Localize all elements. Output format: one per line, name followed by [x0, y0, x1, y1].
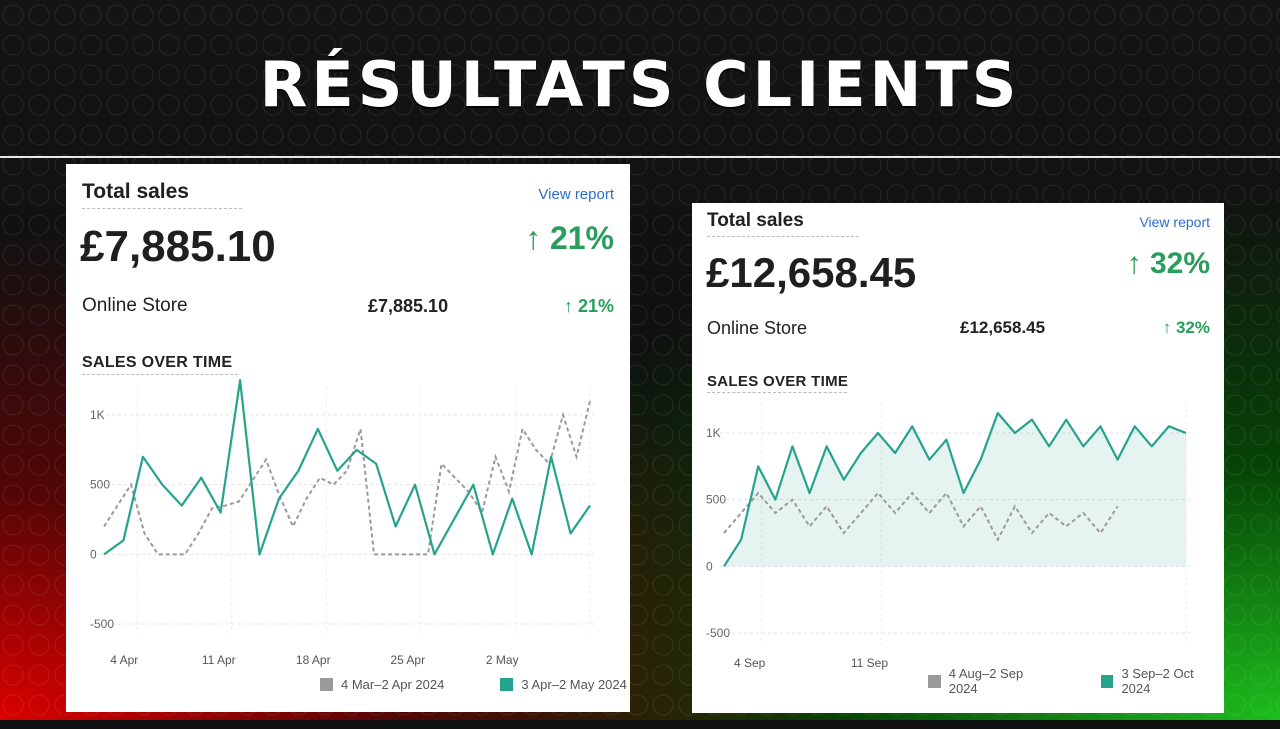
x-tick-label: 2 May [486, 653, 519, 667]
x-tick-label: 18 Apr [296, 653, 331, 667]
legend-swatch-current [500, 678, 514, 691]
channel-change: ↑ 32% [1162, 318, 1210, 337]
sales-card-1: Total sales View report £7,885.10 ↑ 21% … [66, 164, 630, 712]
channel-value: £12,658.45 [960, 318, 1046, 337]
card-title: Total sales [82, 180, 189, 203]
legend-swatch-previous [928, 674, 941, 688]
x-tick-label: 25 Apr [390, 653, 425, 667]
legend-previous-label: 4 Aug–2 Sep 2024 [948, 666, 1024, 696]
title-underline [82, 208, 242, 209]
sales-card-2: Total sales View report £12,658.45 ↑ 32%… [692, 203, 1224, 713]
x-tick-label: 4 Sep [734, 656, 766, 670]
current-series-line [723, 411, 1187, 567]
legend-swatch-current [1100, 674, 1114, 688]
total-sales-amount: £7,885.10 [80, 222, 276, 271]
legend-current-label: 3 Apr–2 May 2024 [521, 677, 627, 692]
total-change-badge: ↑ 32% [1126, 247, 1210, 280]
y-tick-label: 0 [706, 559, 713, 573]
legend-previous-label: 4 Mar–2 Apr 2024 [341, 677, 445, 692]
channel-change: ↑ 21% [563, 296, 614, 316]
x-tick-label: 11 Sep [851, 656, 888, 670]
sales-over-time-chart: 1K 500 0 -500 4 Sep 11 Sep [706, 403, 1190, 670]
total-change-badge: ↑ 21% [525, 220, 614, 256]
section-underline [707, 392, 847, 393]
chart-legend: 4 Aug–2 Sep 2024 3 Sep–2 Oct 2024 [928, 666, 1224, 696]
channel-value: £7,885.10 [368, 296, 449, 316]
view-report-link[interactable]: View report [1139, 214, 1210, 230]
x-tick-label: 11 Apr [202, 653, 236, 667]
title-underline [707, 236, 859, 237]
section-title: SALES OVER TIME [707, 373, 849, 390]
previous-series-line [723, 491, 1119, 542]
page-title: RÉSULTATS CLIENTS [259, 48, 1021, 121]
x-tick-label: 4 Apr [110, 653, 138, 667]
section-title: SALES OVER TIME [82, 354, 233, 371]
channel-label: Online Store [707, 318, 808, 338]
y-tick-label: 1K [90, 408, 105, 422]
channel-label: Online Store [82, 295, 188, 316]
y-tick-label: 1K [706, 426, 721, 440]
sales-over-time-chart: 1K 500 0 -500 4 Apr 11 Apr 18 Apr 25 Apr 2 May [90, 379, 594, 667]
total-sales-amount: £12,658.45 [706, 249, 917, 296]
legend-swatch-previous [320, 678, 333, 691]
y-tick-label: -500 [706, 626, 730, 640]
current-series-area [724, 413, 1186, 567]
card-title: Total sales [707, 210, 804, 231]
chart-legend: 4 Mar–2 Apr 2024 3 Apr–2 May 2024 [320, 677, 627, 692]
view-report-link[interactable]: View report [538, 186, 614, 203]
previous-series-line [103, 400, 591, 556]
legend-current-label: 3 Sep–2 Oct 2024 [1121, 666, 1194, 696]
current-series-line [103, 379, 591, 556]
divider [0, 156, 1280, 158]
y-tick-label: 500 [706, 493, 726, 507]
y-tick-label: 0 [90, 547, 97, 561]
y-tick-label: 500 [90, 478, 110, 492]
y-tick-label: -500 [90, 617, 114, 631]
section-underline [82, 374, 238, 375]
